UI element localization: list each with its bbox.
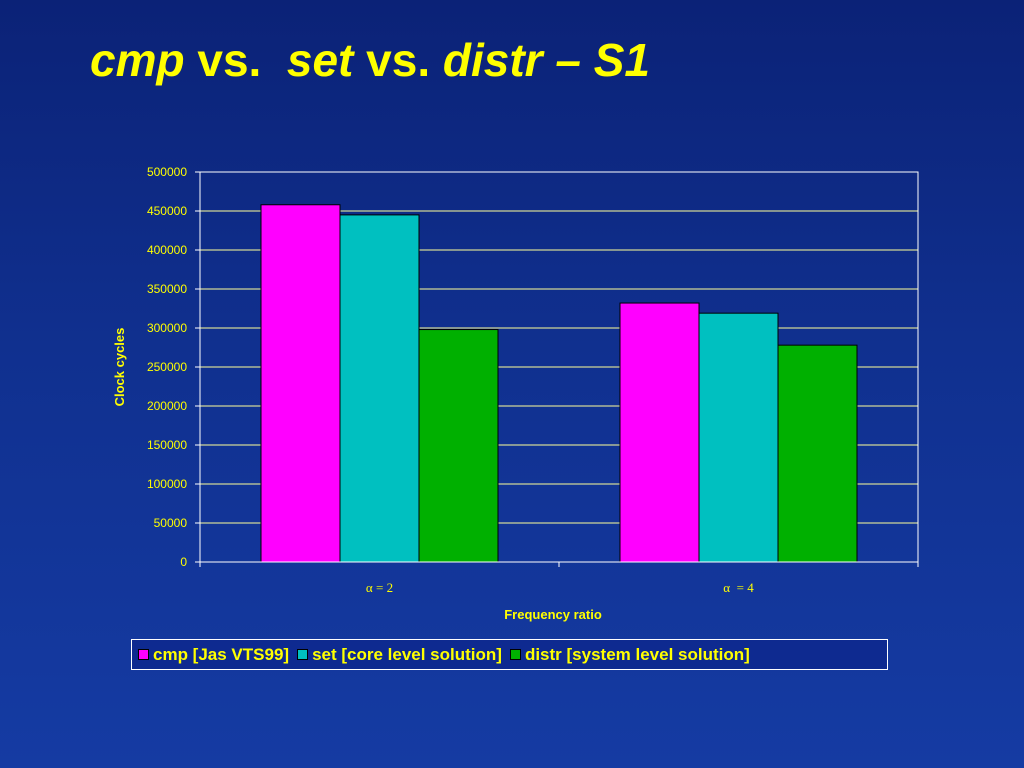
legend-swatch-set bbox=[297, 649, 309, 660]
axes: 0 50000 100000 150000 200000 250000 300000 3500… bbox=[147, 165, 919, 595]
chart-legend: cmp [Jas VTS99] set [core level solution… bbox=[131, 639, 888, 670]
legend-swatch-distr bbox=[509, 649, 521, 660]
bar-cmp-2 bbox=[619, 302, 700, 563]
legend-item-distr: distr [system level solution] bbox=[509, 644, 750, 665]
y-tick-label: 0 bbox=[180, 555, 187, 569]
bar-cmp-1 bbox=[260, 204, 341, 563]
legend-label-cmp: cmp [Jas VTS99] bbox=[153, 644, 290, 664]
y-tick-label: 200000 bbox=[147, 399, 187, 413]
y-tick-label: 450000 bbox=[147, 204, 187, 218]
y-tick-label: 50000 bbox=[154, 516, 188, 530]
x-tick-label: α = 4 bbox=[723, 580, 754, 595]
x-axis-label: Frequency ratio bbox=[504, 607, 602, 622]
bar-set-1 bbox=[339, 214, 420, 563]
bar-distr-1 bbox=[418, 329, 499, 563]
bar-distr-2 bbox=[777, 344, 858, 563]
legend-item-cmp: cmp [Jas VTS99] bbox=[138, 645, 289, 665]
legend-label-distr: distr [system level solution] bbox=[524, 644, 750, 664]
y-tick-label: 250000 bbox=[147, 360, 187, 374]
y-tick-label: 100000 bbox=[147, 477, 187, 491]
legend-swatch-cmp bbox=[138, 649, 149, 660]
y-tick-label: 350000 bbox=[147, 282, 187, 296]
bars bbox=[260, 204, 858, 563]
legend-item-set: set [core level solution] bbox=[297, 645, 502, 665]
slide-title: cmp vs. set vs. distr – S1 bbox=[90, 32, 650, 88]
y-tick-label: 300000 bbox=[147, 321, 187, 335]
x-tick-label: α = 2 bbox=[366, 580, 393, 595]
title-part-distr: distr – S1 bbox=[442, 34, 650, 86]
y-tick-label: 500000 bbox=[147, 165, 187, 179]
title-part-vs-1: vs. bbox=[184, 34, 287, 86]
title-part-set: set bbox=[286, 34, 354, 86]
y-tick-label: 150000 bbox=[147, 438, 187, 452]
y-axis-label: Clock cycles bbox=[112, 328, 127, 407]
title-part-vs-2: vs. bbox=[353, 34, 443, 86]
legend-label-set: set [core level solution] bbox=[312, 644, 502, 664]
bar-set-2 bbox=[698, 312, 779, 563]
y-tick-label: 400000 bbox=[147, 243, 187, 257]
title-part-cmp: cmp bbox=[90, 34, 185, 86]
